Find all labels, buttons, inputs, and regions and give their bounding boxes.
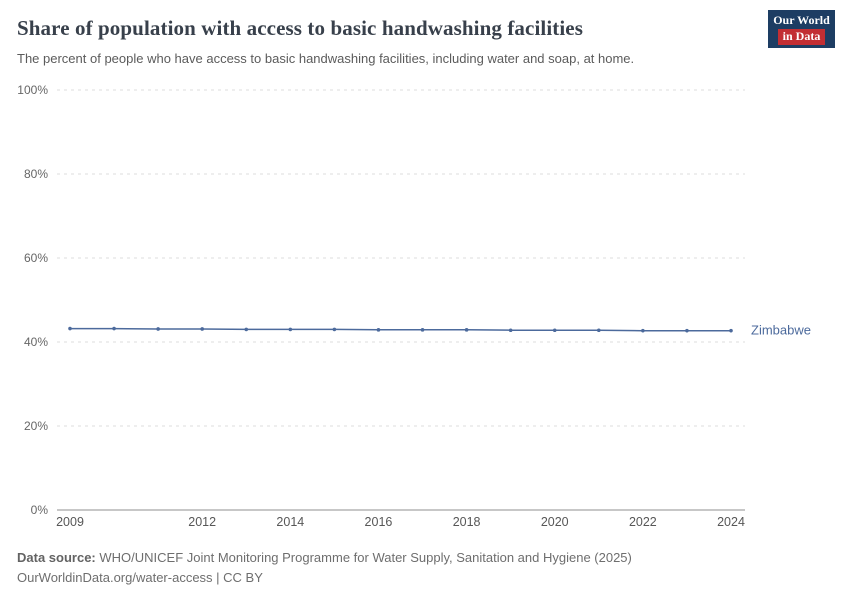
x-tick-label: 2022 (629, 515, 657, 529)
series-point[interactable] (376, 328, 381, 332)
owid-logo[interactable]: Our World in Data (768, 10, 835, 48)
x-tick-label: 2020 (541, 515, 569, 529)
data-source-label: Data source: (17, 550, 96, 565)
y-tick-label: 0% (31, 503, 49, 517)
series-point[interactable] (112, 326, 116, 331)
series-point[interactable] (200, 327, 204, 331)
y-tick-label: 20% (24, 419, 48, 433)
x-tick-label: 2018 (453, 515, 481, 529)
y-tick-label: 100% (17, 83, 48, 97)
y-tick-label: 80% (24, 167, 48, 181)
citation-link[interactable]: OurWorldinData.org/water-access | CC BY (17, 570, 263, 586)
series-point[interactable] (685, 328, 689, 333)
series-point[interactable] (508, 328, 513, 333)
owid-logo-text-bottom: in Data (777, 29, 826, 45)
x-tick-label: 2012 (188, 515, 216, 529)
series-point[interactable] (332, 327, 337, 332)
data-source-line: Data source: WHO/UNICEF Joint Monitoring… (17, 548, 837, 568)
series-point[interactable] (729, 328, 733, 333)
series-point[interactable] (420, 328, 425, 332)
series-end-label[interactable]: Zimbabwe (751, 323, 811, 338)
owid-logo-text-top: Our World (773, 13, 830, 27)
y-tick-label: 40% (24, 335, 48, 349)
y-tick-label: 60% (24, 251, 48, 265)
chart-footer: Data source: WHO/UNICEF Joint Monitoring… (17, 548, 837, 588)
chart-canvas[interactable]: 0% 20% 40% 60% 80% 100% 2009 2012 2014 2016 2018 20… (0, 78, 850, 540)
series-line[interactable] (70, 327, 731, 332)
x-tick-label: 2024 (717, 515, 745, 529)
x-tick-label: 2009 (56, 515, 84, 529)
series-point[interactable] (156, 327, 160, 331)
series-point[interactable] (597, 328, 601, 333)
series-point[interactable] (288, 327, 293, 332)
data-source-text: WHO/UNICEF Joint Monitoring Programme fo… (99, 550, 632, 565)
series-point[interactable] (552, 328, 557, 333)
series-point[interactable] (68, 326, 72, 331)
series-point[interactable] (464, 328, 469, 332)
line-chart[interactable]: 0% 20% 40% 60% 80% 100% 2009 2012 2014 2016 2018 20… (0, 78, 850, 540)
page-title: Share of population with access to basic… (17, 16, 583, 40)
x-tick-label: 2016 (365, 515, 393, 529)
chart-subtitle: The percent of people who have access to… (17, 51, 635, 66)
series-point[interactable] (641, 328, 645, 333)
x-tick-label: 2014 (276, 515, 304, 529)
series-point[interactable] (244, 327, 249, 332)
